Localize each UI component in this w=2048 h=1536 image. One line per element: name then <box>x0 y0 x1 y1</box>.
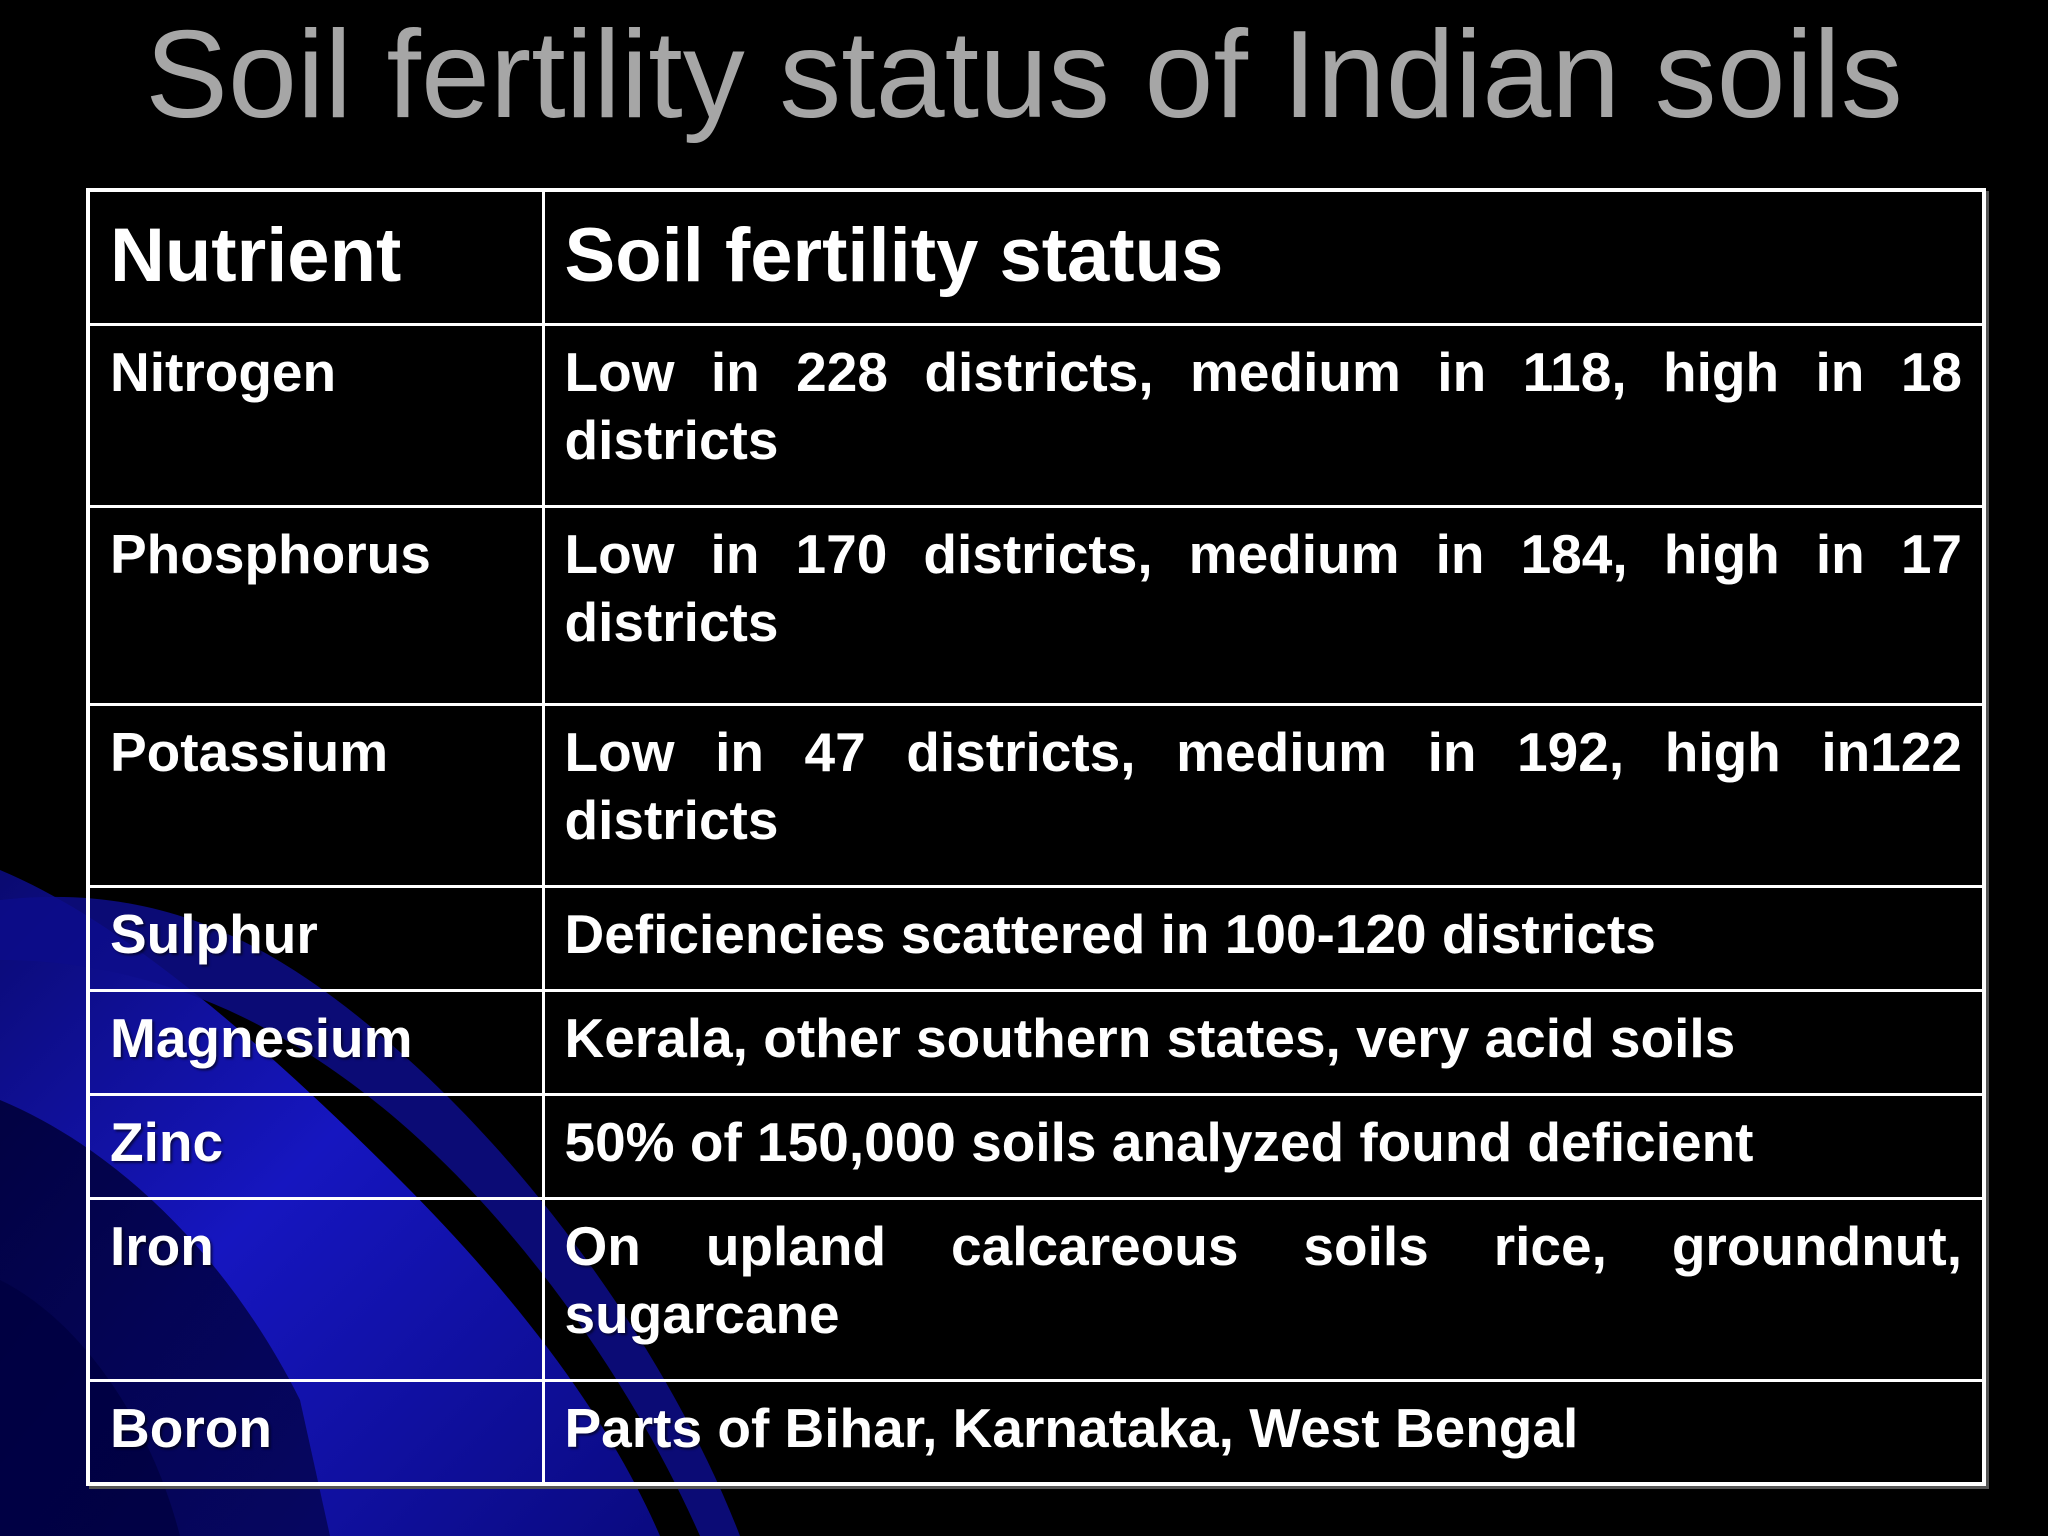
fertility-table-container: Nutrient Soil fertility status Nitrogen … <box>86 188 1986 1486</box>
table-row: Iron On upland calcareous soils rice, gr… <box>86 1196 1986 1382</box>
nutrient-cell: Zinc <box>86 1092 545 1200</box>
nutrient-cell: Boron <box>86 1378 545 1486</box>
nutrient-cell: Magnesium <box>86 988 545 1096</box>
table-header-row: Nutrient Soil fertility status <box>86 188 1986 326</box>
nutrient-cell: Iron <box>86 1196 545 1382</box>
table-row: Boron Parts of Bihar, Karnataka, West Be… <box>86 1378 1986 1486</box>
table-row: Phosphorus Low in 170 districts, medium … <box>86 504 1986 706</box>
nutrient-cell: Phosphorus <box>86 504 545 706</box>
table-row: Zinc 50% of 150,000 soils analyzed found… <box>86 1092 1986 1200</box>
status-cell: Deficiencies scattered in 100-120 distri… <box>541 884 1986 992</box>
table-row: Potassium Low in 47 districts, medium in… <box>86 702 1986 888</box>
fertility-table: Nutrient Soil fertility status Nitrogen … <box>86 188 1986 1486</box>
status-cell: Low in 47 districts, medium in 192, high… <box>541 702 1986 888</box>
nutrient-cell: Potassium <box>86 702 545 888</box>
table-row: Magnesium Kerala, other southern states,… <box>86 988 1986 1096</box>
status-cell: Parts of Bihar, Karnataka, West Bengal <box>541 1378 1986 1486</box>
column-header-status: Soil fertility status <box>541 188 1986 326</box>
column-header-nutrient: Nutrient <box>86 188 545 326</box>
status-cell: 50% of 150,000 soils analyzed found defi… <box>541 1092 1986 1200</box>
slide-title: Soil fertility status of Indian soils <box>145 6 1903 144</box>
table-row: Sulphur Deficiencies scattered in 100-12… <box>86 884 1986 992</box>
status-cell: Low in 170 districts, medium in 184, hig… <box>541 504 1986 706</box>
status-cell: Low in 228 districts, medium in 118, hig… <box>541 322 1986 508</box>
status-cell: Kerala, other southern states, very acid… <box>541 988 1986 1096</box>
nutrient-cell: Sulphur <box>86 884 545 992</box>
status-cell: On upland calcareous soils rice, groundn… <box>541 1196 1986 1382</box>
table-row: Nitrogen Low in 228 districts, medium in… <box>86 322 1986 508</box>
nutrient-cell: Nitrogen <box>86 322 545 508</box>
